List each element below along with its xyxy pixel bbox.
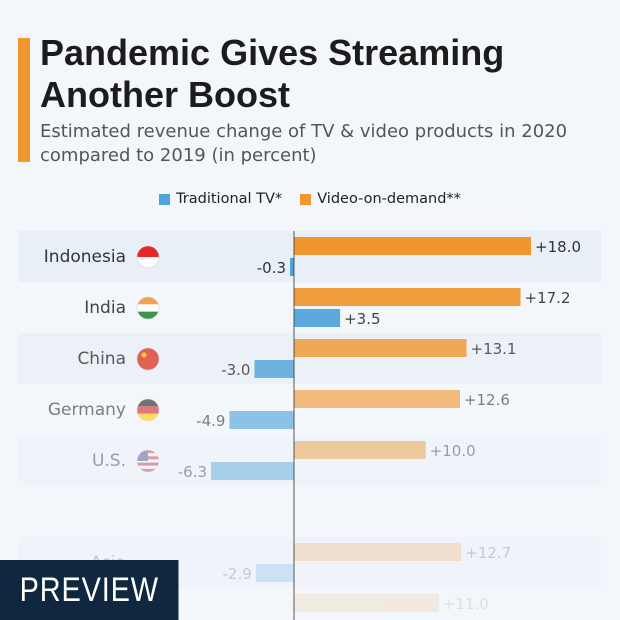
india-flag-icon <box>137 297 159 319</box>
legend-label-vod: Video-on-demand** <box>317 191 461 207</box>
legend-label-tv: Traditional TV* <box>176 191 283 207</box>
tv-bar <box>211 462 294 480</box>
row-unlabeled: +11.0 <box>294 594 489 613</box>
row-Indonesia: Indonesia +18.0 -0.3 <box>44 237 581 277</box>
vod-bar <box>294 543 462 561</box>
row-Asia: Asia+12.7-2.9 <box>90 543 511 583</box>
category-label: Germany <box>48 400 126 420</box>
row-Germany: Germany +12.6 -4.9 <box>48 390 510 430</box>
row-band <box>18 435 601 486</box>
tv-bar <box>255 564 294 582</box>
china-flag-icon <box>137 348 159 370</box>
tv-value-label: -4.9 <box>196 412 225 430</box>
category-label: U.S. <box>92 451 126 471</box>
tv-bar <box>294 309 341 327</box>
legend: Traditional TV* Video-on-demand** <box>0 191 620 207</box>
tv-value-label: -3.0 <box>221 361 250 379</box>
germany-flag-icon <box>137 399 159 421</box>
vod-bar <box>294 339 467 357</box>
preview-badge: PREVIEW <box>0 560 179 620</box>
legend-item-tv: Traditional TV* <box>159 191 282 207</box>
tv-value-label: +3.5 <box>344 310 380 328</box>
tv-bar <box>290 258 294 276</box>
vod-value-label: +12.7 <box>465 544 511 562</box>
indonesia-flag-icon <box>137 246 159 268</box>
tv-value-label: -0.3 <box>257 259 286 277</box>
vod-value-label: +12.6 <box>464 391 510 409</box>
chart-subtitle: Estimated revenue change of TV & video p… <box>40 121 568 166</box>
vod-bar <box>294 390 460 408</box>
usa-flag-icon <box>137 450 159 472</box>
vod-value-label: +13.1 <box>471 340 517 358</box>
chart-title: Pandemic Gives Streaming Another Boost <box>40 32 505 115</box>
vod-bar <box>294 594 439 612</box>
vod-bar <box>294 441 426 459</box>
vod-value-label: +10.0 <box>430 442 476 460</box>
vod-bar <box>294 237 532 255</box>
legend-swatch-vod <box>300 193 312 205</box>
category-label: Indonesia <box>44 247 126 267</box>
vod-bar <box>294 288 521 306</box>
vod-value-label: +18.0 <box>535 238 581 256</box>
title-accent-bar <box>18 38 30 162</box>
tv-value-label: -2.9 <box>223 565 252 583</box>
tv-value-label: -6.3 <box>178 463 207 481</box>
row-India: India +17.2 +3.5 <box>84 288 570 328</box>
tv-bar <box>229 411 294 429</box>
row-China: China +13.1 -3.0 <box>77 339 516 379</box>
tv-bar <box>254 360 294 378</box>
row-U.S.: U.S. +10.0 -6.3 <box>92 441 476 481</box>
legend-item-vod: Video-on-demand** <box>300 191 461 207</box>
category-label: China <box>77 349 126 369</box>
vod-value-label: +11.0 <box>443 595 489 613</box>
vod-value-label: +17.2 <box>525 289 571 307</box>
legend-swatch-tv <box>159 193 171 205</box>
category-label: India <box>84 298 126 318</box>
